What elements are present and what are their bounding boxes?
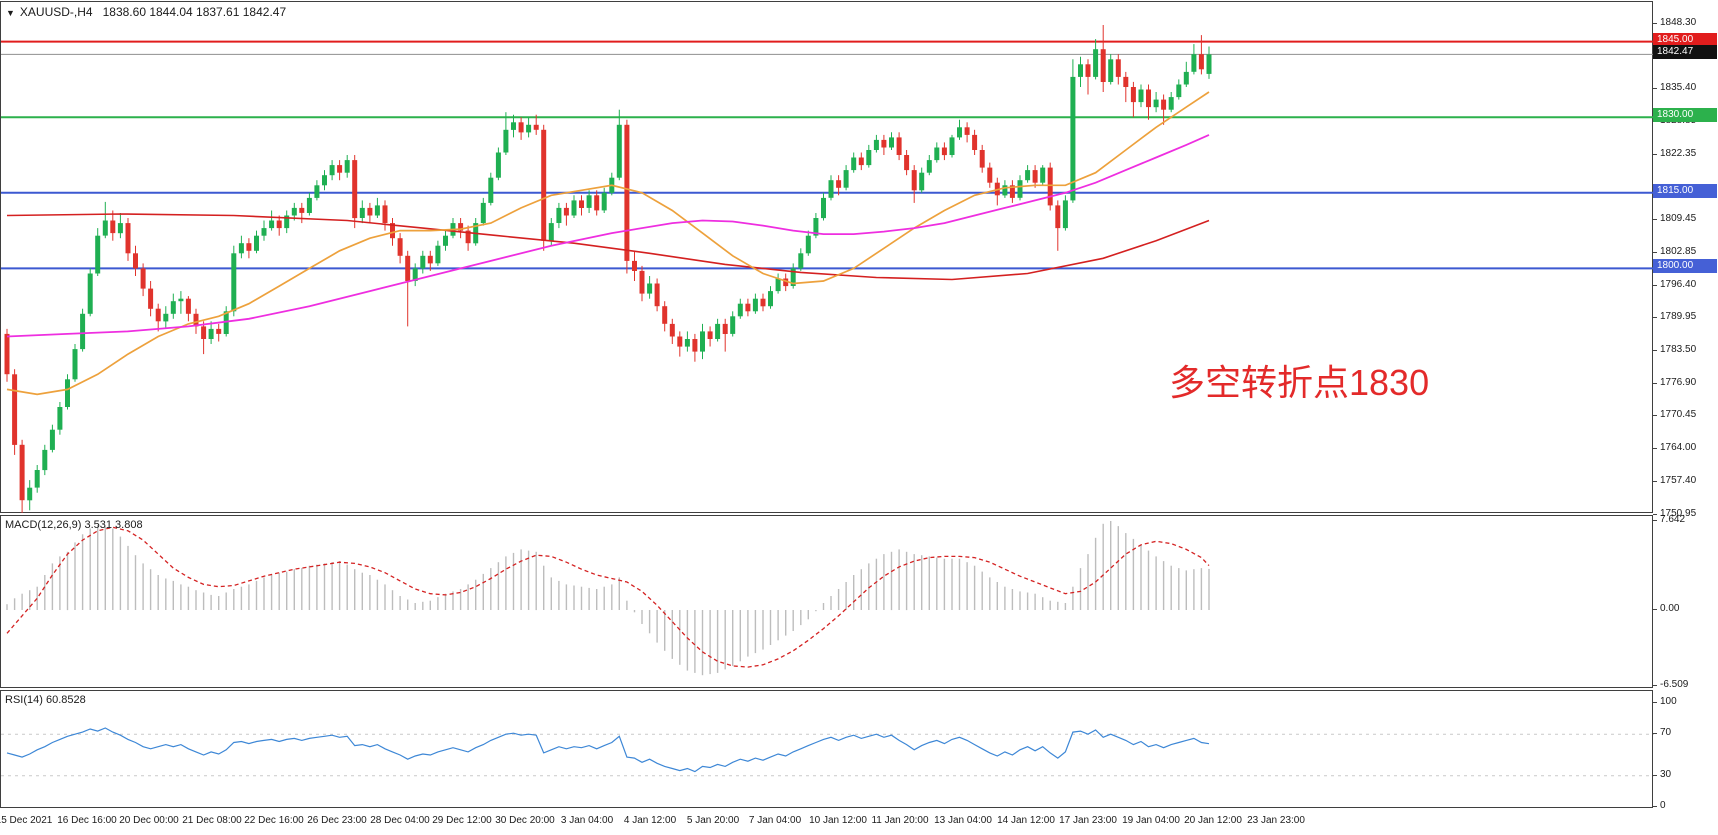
moving-average-line — [6, 134, 1210, 338]
moving-average-line — [6, 91, 1210, 396]
price-tick-label: 1789.95 — [1653, 311, 1696, 323]
time-tick-label: 11 Jan 20:00 — [871, 815, 929, 826]
rsi-tick-label: 100 — [1653, 696, 1677, 708]
symbol-period-label: XAUUSD-,H4 — [19, 5, 93, 19]
rsi-tick-label: 70 — [1653, 727, 1671, 739]
time-axis[interactable]: 15 Dec 2021 16 Dec 16:00 20 Dec 00:00 21 De… — [0, 808, 1653, 835]
price-axis[interactable]: 1848.301835.401828.851822.351809.451802.… — [1653, 0, 1718, 812]
price-tick-label: 1848.30 — [1653, 17, 1696, 29]
time-tick-label: 23 Jan 23:00 — [1247, 815, 1305, 826]
time-tick-label: 19 Jan 04:00 — [1122, 815, 1180, 826]
macd-signal-line — [6, 526, 1210, 668]
time-tick-label: 3 Jan 04:00 — [560, 815, 614, 826]
price-tick-label: 1776.90 — [1653, 377, 1696, 389]
time-tick-label: 30 Dec 20:00 — [495, 815, 555, 826]
time-tick-label: 26 Dec 23:00 — [307, 815, 367, 826]
price-tick-label: 1809.45 — [1653, 213, 1696, 225]
time-tick-label: 28 Dec 04:00 — [370, 815, 430, 826]
macd-panel[interactable]: MACD(12,26,9) 3.531 3.808 — [0, 515, 1653, 688]
ohlc-readout: 1838.60 1844.04 1837.61 1842.47 — [102, 5, 287, 19]
time-tick-label: 14 Jan 12:00 — [997, 815, 1055, 826]
price-badge: 1842.47 — [1653, 45, 1717, 59]
rsi-tick-label: 30 — [1653, 769, 1671, 781]
time-tick-label: 7 Jan 04:00 — [748, 815, 802, 826]
macd-plot — [6, 521, 1210, 676]
price-tick-label: 1783.50 — [1653, 344, 1696, 356]
time-tick-label: 17 Jan 23:00 — [1059, 815, 1117, 826]
symbol-dropdown-icon[interactable]: ▼ — [6, 8, 15, 18]
price-tick-label: 1770.45 — [1653, 409, 1696, 421]
rsi-tick-label: 0 — [1653, 800, 1666, 812]
time-tick-label: 20 Jan 12:00 — [1184, 815, 1242, 826]
price-tick-label: 1802.85 — [1653, 246, 1696, 258]
price-tick-label: 1757.40 — [1653, 475, 1696, 487]
price-tick-label: 1764.00 — [1653, 442, 1696, 454]
macd-tick-label: 0.00 — [1653, 603, 1679, 615]
price-tick-label: 1822.35 — [1653, 148, 1696, 160]
annotation-text: 多空转折点1830 — [1169, 362, 1430, 403]
chart-title: ▼ XAUUSD-,H4 1838.60 1844.04 1837.61 1842.… — [6, 5, 286, 19]
time-tick-label: 10 Jan 12:00 — [809, 815, 867, 826]
rsi-label: RSI(14) 60.8528 — [5, 694, 86, 706]
moving-average-line — [6, 213, 1210, 281]
time-tick-label: 22 Dec 16:00 — [244, 815, 304, 826]
macd-tick-label: 7.642 — [1653, 514, 1685, 526]
macd-tick-label: -6.509 — [1653, 679, 1688, 691]
time-tick-label: 20 Dec 00:00 — [119, 815, 179, 826]
time-tick-label: 13 Jan 04:00 — [934, 815, 992, 826]
rsi-line — [6, 727, 1210, 773]
time-tick-label: 15 Dec 2021 — [0, 815, 53, 826]
rsi-panel[interactable]: RSI(14) 60.8528 — [0, 690, 1654, 808]
time-tick-label: 29 Dec 12:00 — [432, 815, 492, 826]
price-badge: 1845.00 — [1653, 33, 1717, 47]
time-tick-label: 21 Dec 08:00 — [182, 815, 242, 826]
time-tick-label: 5 Jan 20:00 — [686, 815, 740, 826]
price-tick-label: 1750.95 — [1653, 508, 1696, 520]
candlestick-plot — [1, 25, 1654, 513]
price-badge: 1815.00 — [1653, 184, 1717, 198]
main-chart-panel[interactable]: ▼ XAUUSD-,H4 1838.60 1844.04 1837.61 1842.… — [0, 1, 1654, 513]
price-badge: 1830.00 — [1653, 108, 1717, 122]
time-tick-label: 16 Dec 16:00 — [57, 815, 117, 826]
price-tick-label: 1835.40 — [1653, 82, 1696, 94]
price-tick-label: 1796.40 — [1653, 279, 1696, 291]
price-badge: 1800.00 — [1653, 259, 1717, 273]
macd-label: MACD(12,26,9) 3.531 3.808 — [5, 519, 143, 531]
rsi-plot — [1, 727, 1654, 777]
time-tick-label: 4 Jan 12:00 — [623, 815, 677, 826]
